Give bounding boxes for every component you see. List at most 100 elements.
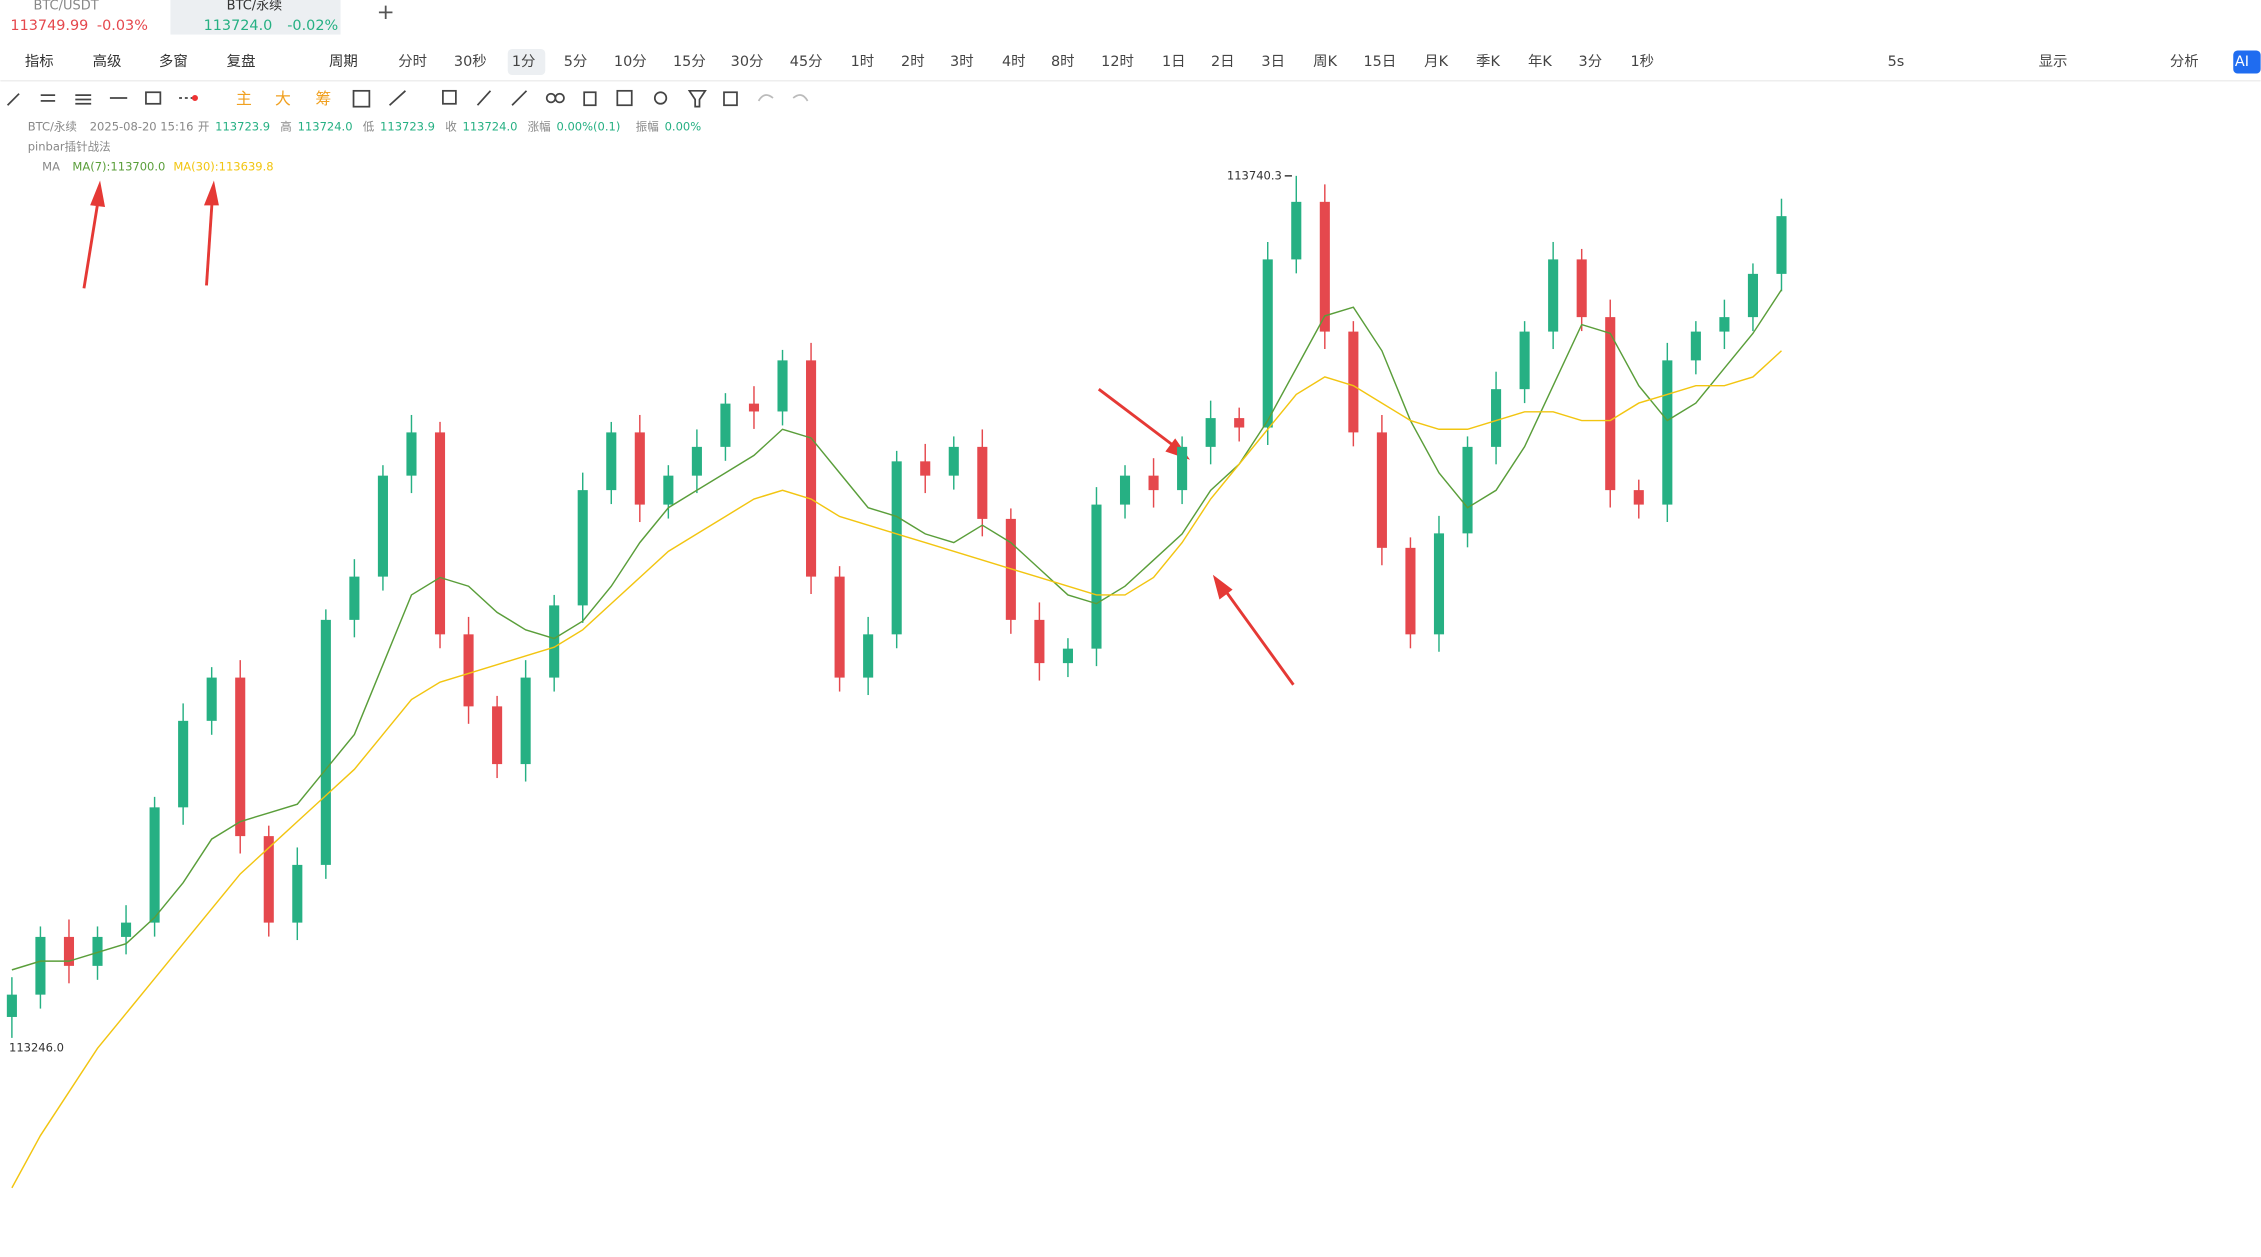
candle-body [263, 836, 274, 923]
candle-body [406, 432, 417, 476]
candle-body [1348, 331, 1359, 433]
candle-body [1633, 490, 1644, 505]
period-button[interactable]: 10分 [614, 53, 647, 70]
toolbar-item[interactable]: 指标 [25, 53, 54, 70]
candle-body [1491, 389, 1502, 447]
period-button[interactable]: 1时 [851, 53, 875, 70]
period-button[interactable]: 12时 [1101, 53, 1134, 70]
candle-body [1462, 446, 1473, 534]
candle-body [549, 605, 560, 678]
period-button[interactable]: 30秒 [454, 53, 487, 70]
ma-line [11, 289, 1783, 971]
period-button[interactable]: 2时 [901, 53, 925, 70]
legend-label: MA(7):113700.0 [72, 160, 165, 174]
strategy-name: pinbar插针战法 [28, 140, 111, 154]
candle-body [748, 403, 760, 412]
period-button[interactable]: 3日 [1261, 54, 1285, 70]
period-button[interactable]: 15分 [673, 53, 706, 70]
candle-body [1177, 446, 1188, 491]
info-value: 0.00%(0.1) [556, 119, 620, 133]
add-tab[interactable]: + [377, 0, 395, 25]
tab-change: -0.02% [287, 18, 338, 34]
info-label: 高 [280, 119, 292, 133]
toolbar-right-item[interactable]: AI [2235, 54, 2249, 70]
period-button[interactable]: 4时 [1002, 53, 1026, 70]
tab-price: 113724.0 [204, 18, 273, 34]
candle-body [1148, 475, 1159, 491]
candle-body [1576, 259, 1587, 318]
toolbar-item[interactable]: 多窗 [159, 52, 188, 70]
period-button[interactable]: 15日 [1364, 54, 1397, 70]
candle-body [1234, 418, 1245, 428]
candle-body [663, 475, 674, 505]
candle-body [948, 446, 959, 476]
candle-body [977, 446, 988, 519]
candle-body [520, 677, 531, 765]
draw-tool[interactable]: 大 [275, 89, 291, 108]
candle-body [1519, 331, 1530, 390]
candle-body [691, 446, 702, 476]
period-button[interactable]: 分时 [398, 53, 427, 70]
toolbar-right-item[interactable]: 分析 [2170, 53, 2199, 70]
candle-body [149, 807, 160, 923]
period-button[interactable]: 周K [1313, 54, 1337, 70]
candle-body [434, 432, 446, 635]
info-value: 113724.0 [463, 119, 518, 133]
indicator-name: MA [42, 160, 60, 174]
period-button[interactable]: 3时 [950, 53, 974, 70]
candle-body [206, 677, 217, 721]
candle-body [1747, 273, 1758, 318]
period-button[interactable]: 8时 [1051, 53, 1075, 70]
candle-body [1205, 418, 1216, 447]
active-tab[interactable] [170, 0, 341, 35]
period-button[interactable]: 季K [1476, 53, 1500, 70]
candle-body [178, 720, 189, 808]
toolbar-item[interactable]: 高级 [93, 53, 122, 70]
period-button[interactable]: 2日 [1211, 54, 1235, 70]
period-button[interactable]: 1秒 [1630, 53, 1654, 70]
period-button[interactable]: 5分 [564, 53, 588, 70]
ai-button-bg[interactable] [2233, 50, 2261, 74]
info-value: 113723.9 [380, 119, 435, 133]
period-button[interactable]: 月K [1424, 54, 1448, 70]
candle-body [606, 432, 617, 491]
candle-body [320, 619, 331, 865]
info-symbol: BTC/永续 [28, 119, 78, 133]
tab-price: 113749.99 [10, 18, 88, 34]
toolbar-item[interactable]: 周期 [329, 53, 358, 70]
candle-body [349, 576, 360, 620]
period-button[interactable]: 45分 [790, 53, 823, 70]
period-button[interactable]: 1日 [1162, 54, 1186, 70]
candle-body [1034, 619, 1045, 664]
draw-toolbar-icons [6, 89, 809, 108]
candle-body [235, 677, 246, 837]
period-selected-bg [507, 49, 546, 75]
toolbar-right-item[interactable]: 显示 [2039, 54, 2068, 70]
candle-body [63, 936, 75, 966]
candle-body [377, 475, 388, 577]
candle-body [863, 634, 874, 678]
period-button[interactable]: 年K [1528, 53, 1552, 70]
candle-body [1291, 201, 1302, 260]
candle-body [463, 634, 474, 707]
toolbar-right-item[interactable]: 5s [1888, 54, 1905, 70]
period-button[interactable]: 30分 [731, 53, 764, 70]
period-button[interactable]: 3分 [1579, 53, 1603, 70]
period-button[interactable]: 1分 [512, 53, 536, 70]
tab-symbol[interactable]: BTC/永续 [227, 0, 282, 13]
candle-body [121, 922, 132, 937]
info-label: 收 [445, 119, 457, 133]
draw-tool[interactable]: 主 [236, 89, 252, 108]
candle-body [1719, 317, 1730, 332]
candle-body [1376, 432, 1387, 548]
candle-body [1548, 259, 1559, 332]
draw-tool[interactable]: 筹 [315, 89, 331, 108]
candle-body [92, 936, 103, 966]
candle-body [806, 360, 817, 577]
candle-body [777, 360, 788, 412]
toolbar-item[interactable]: 复盘 [227, 52, 256, 70]
tab-symbol[interactable]: BTC/USDT [34, 0, 99, 13]
chart: 113740.3 113246.0 [6, 168, 1787, 1189]
